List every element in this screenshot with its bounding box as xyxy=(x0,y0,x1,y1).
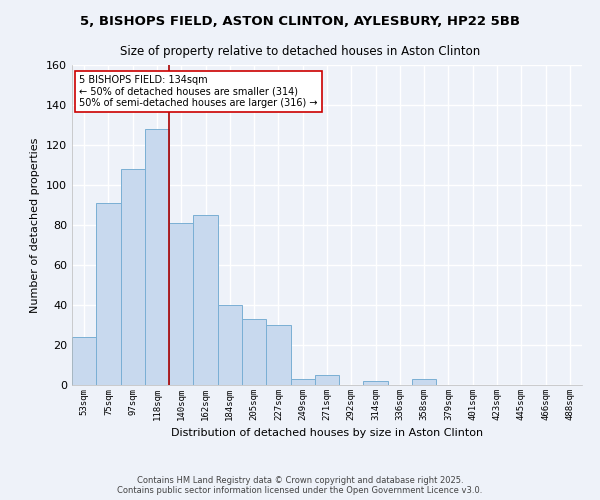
Bar xyxy=(145,129,169,385)
X-axis label: Distribution of detached houses by size in Aston Clinton: Distribution of detached houses by size … xyxy=(171,428,483,438)
Bar xyxy=(218,305,242,385)
Bar xyxy=(121,169,145,385)
Bar xyxy=(242,319,266,385)
Text: Contains HM Land Registry data © Crown copyright and database right 2025.
Contai: Contains HM Land Registry data © Crown c… xyxy=(118,476,482,495)
Text: 5, BISHOPS FIELD, ASTON CLINTON, AYLESBURY, HP22 5BB: 5, BISHOPS FIELD, ASTON CLINTON, AYLESBU… xyxy=(80,15,520,28)
Y-axis label: Number of detached properties: Number of detached properties xyxy=(31,138,40,312)
Bar xyxy=(315,375,339,385)
Bar xyxy=(290,379,315,385)
Bar xyxy=(169,223,193,385)
Bar xyxy=(193,215,218,385)
Bar xyxy=(96,203,121,385)
Bar xyxy=(72,337,96,385)
Bar xyxy=(266,325,290,385)
Bar xyxy=(412,379,436,385)
Text: 5 BISHOPS FIELD: 134sqm
← 50% of detached houses are smaller (314)
50% of semi-d: 5 BISHOPS FIELD: 134sqm ← 50% of detache… xyxy=(79,75,318,108)
Text: Size of property relative to detached houses in Aston Clinton: Size of property relative to detached ho… xyxy=(120,45,480,58)
Bar xyxy=(364,381,388,385)
